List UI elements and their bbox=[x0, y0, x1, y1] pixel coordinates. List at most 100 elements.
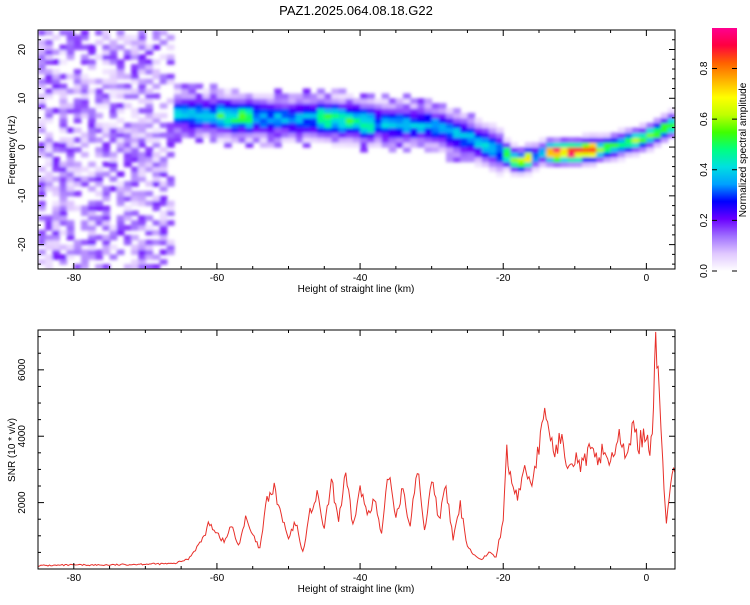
heatmap-cell bbox=[395, 98, 404, 104]
heatmap-cell bbox=[660, 137, 669, 143]
heatmap-cell bbox=[123, 127, 132, 134]
heatmap-cell bbox=[116, 215, 125, 221]
heatmap-cell bbox=[38, 190, 46, 197]
heatmap-cell bbox=[38, 181, 46, 187]
heatmap-cell bbox=[403, 132, 411, 138]
heatmap-cell bbox=[646, 137, 655, 143]
heatmap-cell bbox=[52, 210, 61, 216]
heatmap-cell bbox=[324, 117, 333, 124]
heatmap-cell bbox=[88, 132, 96, 138]
heatmap-cell bbox=[52, 220, 61, 226]
heatmap-cell bbox=[38, 54, 46, 60]
heatmap-cell bbox=[388, 117, 397, 124]
heatmap-cell bbox=[102, 83, 111, 90]
heatmap-cell bbox=[403, 103, 411, 109]
heatmap-cell bbox=[38, 30, 46, 36]
heatmap-cell bbox=[159, 186, 168, 192]
heatmap-cell bbox=[453, 137, 461, 143]
heatmap-cell bbox=[202, 108, 211, 114]
heatmap-cell bbox=[159, 54, 168, 60]
heatmap-cell bbox=[367, 127, 375, 134]
heatmap-cell bbox=[403, 127, 411, 134]
heatmap-cell bbox=[581, 132, 590, 138]
heatmap-cell bbox=[374, 108, 383, 114]
heatmap-cell bbox=[159, 234, 168, 241]
heatmap-cell bbox=[109, 176, 118, 182]
heatmap-cell bbox=[445, 156, 454, 163]
heatmap-cell bbox=[80, 132, 89, 138]
heatmap-cell bbox=[209, 93, 218, 99]
heatmap-cell bbox=[274, 137, 282, 143]
heatmap-cell bbox=[88, 186, 96, 192]
heatmap-cell bbox=[138, 239, 146, 246]
heatmap-cell bbox=[145, 93, 154, 99]
heatmap-cell bbox=[481, 147, 490, 153]
heatmap-cell bbox=[59, 112, 68, 119]
heatmap-cell bbox=[488, 166, 497, 173]
heatmap-cell bbox=[431, 112, 440, 119]
heatmap-cell bbox=[295, 112, 304, 119]
heatmap-cell bbox=[338, 142, 347, 148]
heatmap-cell bbox=[138, 108, 146, 114]
heatmap-cell bbox=[138, 190, 146, 197]
heatmap-cell bbox=[173, 98, 182, 104]
heatmap-cell bbox=[152, 200, 161, 207]
heatmap-cell bbox=[381, 132, 390, 138]
heatmap-cell bbox=[345, 132, 354, 138]
heatmap-cell bbox=[245, 108, 254, 114]
heatmap-cell bbox=[123, 122, 132, 129]
heatmap-cell bbox=[624, 142, 633, 148]
heatmap-cell bbox=[59, 147, 68, 153]
heatmap-cell bbox=[38, 98, 46, 104]
heatmap-cell bbox=[159, 73, 168, 80]
heatmap-cell bbox=[145, 181, 154, 187]
heatmap-cell bbox=[66, 181, 75, 187]
heatmap-cell bbox=[539, 156, 547, 163]
heatmap-cell bbox=[152, 93, 161, 99]
heatmap-cell bbox=[95, 122, 104, 129]
heatmap-cell bbox=[360, 103, 368, 109]
spectrogram-panel: -80 -60 -40 -20 0 -20 -10 0 10 20 Height of stra… bbox=[7, 29, 676, 295]
heatmap-cell bbox=[181, 117, 189, 124]
heatmap-cell bbox=[188, 83, 197, 90]
heatmap-cell bbox=[80, 137, 89, 143]
heatmap-cell bbox=[560, 156, 569, 163]
heatmap-cell bbox=[102, 215, 111, 221]
heatmap-cell bbox=[267, 98, 275, 104]
colorbar-gradient bbox=[712, 28, 737, 271]
heatmap-cell bbox=[152, 220, 161, 226]
heatmap-cell bbox=[152, 132, 161, 138]
heatmap-cell bbox=[632, 127, 640, 134]
heatmap-cell bbox=[102, 239, 111, 246]
heatmap-cell bbox=[274, 127, 282, 134]
heatmap-cell bbox=[145, 225, 154, 231]
heatmap-cell bbox=[159, 103, 168, 109]
heatmap-cell bbox=[474, 117, 483, 124]
heatmap-cell bbox=[252, 103, 261, 109]
heatmap-cell bbox=[632, 132, 640, 138]
heatmap-cell bbox=[138, 117, 146, 124]
heatmap-cell bbox=[231, 98, 240, 104]
heatmap-cell bbox=[159, 225, 168, 231]
spectrogram-y-label: Frequency (Hz) bbox=[7, 116, 18, 185]
heatmap-cell bbox=[424, 122, 433, 129]
heatmap-cell bbox=[38, 186, 46, 192]
heatmap-cell bbox=[45, 59, 53, 65]
heatmap-cell bbox=[116, 220, 125, 226]
heatmap-cell bbox=[338, 112, 347, 119]
heatmap-cell bbox=[116, 83, 125, 90]
heatmap-cell bbox=[73, 44, 82, 51]
heatmap-cell bbox=[331, 88, 340, 95]
heatmap-cell bbox=[488, 147, 497, 153]
heatmap-cell bbox=[517, 156, 526, 163]
heatmap-cell bbox=[80, 259, 89, 265]
heatmap-cell bbox=[38, 93, 46, 99]
heatmap-cell bbox=[38, 127, 46, 134]
heatmap-cell bbox=[467, 142, 476, 148]
heatmap-cell bbox=[338, 93, 347, 99]
heatmap-cell bbox=[302, 127, 311, 134]
heatmap-cell bbox=[59, 166, 68, 173]
heatmap-cell bbox=[152, 254, 161, 260]
heatmap-cell bbox=[45, 117, 53, 124]
heatmap-cell bbox=[338, 108, 347, 114]
